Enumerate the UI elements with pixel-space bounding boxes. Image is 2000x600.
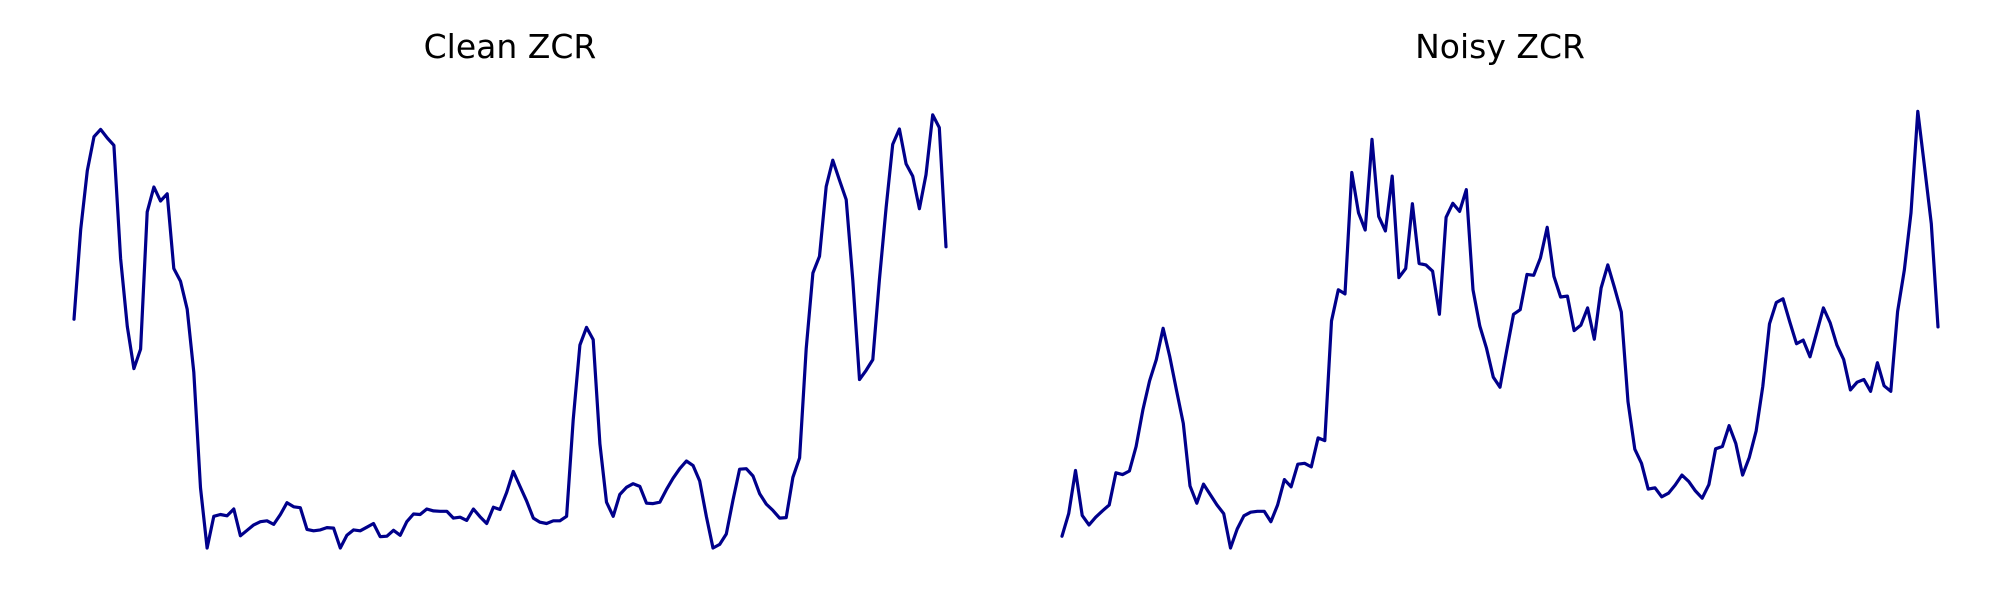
zcr-series-line: [1060, 109, 1940, 550]
noisy-zcr-chart: Noisy ZCR: [1060, 27, 1940, 550]
chart-title: Clean ZCR: [424, 27, 597, 66]
zcr-series-line: [72, 113, 948, 550]
chart-title: Noisy ZCR: [1415, 27, 1585, 66]
clean-zcr-chart: Clean ZCR: [72, 27, 948, 550]
